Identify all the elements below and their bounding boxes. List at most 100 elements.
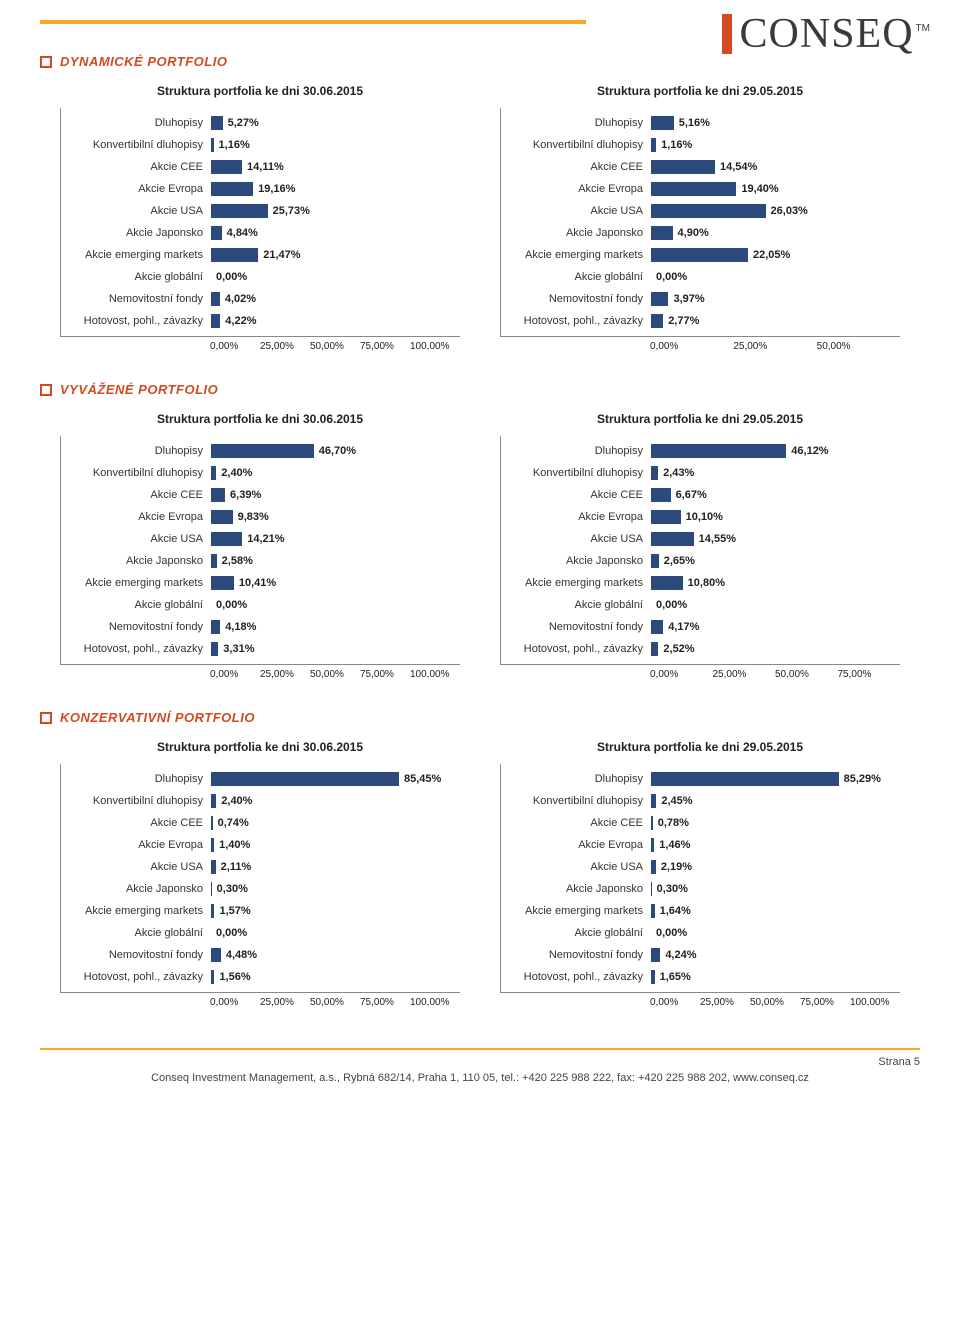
bar-value: 3,97% xyxy=(673,293,704,305)
bar-row: Akcie USA2,11% xyxy=(61,856,460,878)
chart-area: Dluhopisy5,16%Konvertibilní dluhopisy1,1… xyxy=(500,108,900,337)
bar-value: 1,16% xyxy=(661,139,692,151)
bar-row: Akcie CEE0,78% xyxy=(501,812,900,834)
x-tick: 0,00% xyxy=(650,669,713,680)
bar-track: 9,83% xyxy=(211,510,460,524)
bar-track: 1,64% xyxy=(651,904,900,918)
bar-value: 4,17% xyxy=(668,621,699,633)
bar-value: 3,31% xyxy=(223,643,254,655)
bar-track: 4,24% xyxy=(651,948,900,962)
bar-row: Hotovost, pohl., závazky3,31% xyxy=(61,638,460,660)
bar-value: 0,00% xyxy=(656,927,687,939)
bar-fill xyxy=(651,816,653,830)
bar-fill xyxy=(211,620,220,634)
bar-track: 0,74% xyxy=(211,816,460,830)
bar-label: Konvertibilní dluhopisy xyxy=(501,467,651,479)
x-tick: 50,00% xyxy=(310,341,360,352)
bar-fill xyxy=(211,248,258,262)
bar-label: Akcie emerging markets xyxy=(61,249,211,261)
bar-row: Dluhopisy46,70% xyxy=(61,440,460,462)
footer: Strana 5 Conseq Investment Management, a… xyxy=(40,1048,920,1084)
bar-track: 10,41% xyxy=(211,576,460,590)
bar-row: Nemovitostní fondy4,24% xyxy=(501,944,900,966)
bar-fill xyxy=(651,314,663,328)
bar-row: Akcie Japonsko2,65% xyxy=(501,550,900,572)
bar-row: Akcie emerging markets22,05% xyxy=(501,244,900,266)
bar-label: Nemovitostní fondy xyxy=(61,293,211,305)
charts-row: Struktura portfolia ke dni 30.06.2015Dlu… xyxy=(40,84,920,352)
x-tick: 25,00% xyxy=(260,997,310,1008)
bar-value: 2,77% xyxy=(668,315,699,327)
bar-track: 2,58% xyxy=(211,554,460,568)
bar-track: 25,73% xyxy=(211,204,460,218)
chart-title: Struktura portfolia ke dni 29.05.2015 xyxy=(500,84,900,98)
bar-label: Akcie emerging markets xyxy=(501,577,651,589)
bar-label: Nemovitostní fondy xyxy=(61,949,211,961)
x-tick: 0,00% xyxy=(210,669,260,680)
bar-fill xyxy=(211,772,399,786)
x-tick: 25,00% xyxy=(260,669,310,680)
bar-fill xyxy=(651,182,736,196)
bar-value: 22,05% xyxy=(753,249,790,261)
bar-fill xyxy=(211,948,221,962)
bar-label: Dluhopisy xyxy=(61,445,211,457)
chart-block: Struktura portfolia ke dni 29.05.2015 Dlu… xyxy=(500,84,900,352)
bar-value: 4,24% xyxy=(665,949,696,961)
bar-track: 10,10% xyxy=(651,510,900,524)
bar-track: 4,22% xyxy=(211,314,460,328)
x-tick: 25,00% xyxy=(700,997,750,1008)
bar-value: 10,80% xyxy=(688,577,725,589)
bar-fill xyxy=(211,554,217,568)
bar-track: 2,52% xyxy=(651,642,900,656)
bar-value: 14,55% xyxy=(699,533,736,545)
bar-fill xyxy=(211,794,216,808)
bar-fill xyxy=(651,576,683,590)
bullet-icon xyxy=(40,384,52,396)
bar-fill xyxy=(651,532,694,546)
bar-label: Akcie CEE xyxy=(501,161,651,173)
logo-stripe xyxy=(722,14,732,54)
bar-value: 6,67% xyxy=(676,489,707,501)
footer-info: Conseq Investment Management, a.s., Rybn… xyxy=(40,1072,920,1084)
bar-value: 9,83% xyxy=(238,511,269,523)
chart-block: Struktura portfolia ke dni 29.05.2015Dlu… xyxy=(500,740,900,1008)
bar-label: Akcie Japonsko xyxy=(61,227,211,239)
bar-row: Akcie Evropa9,83% xyxy=(61,506,460,528)
section-title-text: VYVÁŽENÉ PORTFOLIO xyxy=(60,382,218,397)
bar-track: 1,46% xyxy=(651,838,900,852)
bar-fill xyxy=(211,904,214,918)
bar-row: Nemovitostní fondy4,17% xyxy=(501,616,900,638)
bar-label: Akcie USA xyxy=(61,533,211,545)
bar-row: Akcie Evropa10,10% xyxy=(501,506,900,528)
section-title: VYVÁŽENÉ PORTFOLIO xyxy=(40,382,920,397)
bar-value: 1,56% xyxy=(219,971,250,983)
bar-fill xyxy=(651,226,673,240)
bar-value: 0,00% xyxy=(216,599,247,611)
bar-value: 2,40% xyxy=(221,467,252,479)
bar-track: 19,40% xyxy=(651,182,900,196)
bar-track: 5,27% xyxy=(211,116,460,130)
bar-value: 2,65% xyxy=(664,555,695,567)
bar-fill xyxy=(651,838,654,852)
bar-track: 5,16% xyxy=(651,116,900,130)
bar-fill xyxy=(211,226,222,240)
charts-row: Struktura portfolia ke dni 30.06.2015Dlu… xyxy=(40,412,920,680)
bar-label: Dluhopisy xyxy=(61,773,211,785)
bar-fill xyxy=(211,292,220,306)
bar-label: Akcie Evropa xyxy=(61,183,211,195)
x-axis: 0,00%25,00%50,00% xyxy=(650,341,900,352)
section-title-text: KONZERVATIVNÍ PORTFOLIO xyxy=(60,710,255,725)
bar-row: Akcie Japonsko0,30% xyxy=(501,878,900,900)
bar-row: Akcie globální0,00% xyxy=(61,922,460,944)
bar-row: Konvertibilní dluhopisy2,40% xyxy=(61,790,460,812)
bar-track: 2,11% xyxy=(211,860,460,874)
chart-block: Struktura portfolia ke dni 29.05.2015Dlu… xyxy=(500,412,900,680)
bullet-icon xyxy=(40,56,52,68)
bar-row: Nemovitostní fondy3,97% xyxy=(501,288,900,310)
chart-area: Dluhopisy46,12%Konvertibilní dluhopisy2,… xyxy=(500,436,900,665)
bar-track: 14,21% xyxy=(211,532,460,546)
bar-label: Akcie Japonsko xyxy=(61,883,211,895)
bar-track: 22,05% xyxy=(651,248,900,262)
x-tick: 25,00% xyxy=(260,341,310,352)
bar-row: Akcie USA14,21% xyxy=(61,528,460,550)
